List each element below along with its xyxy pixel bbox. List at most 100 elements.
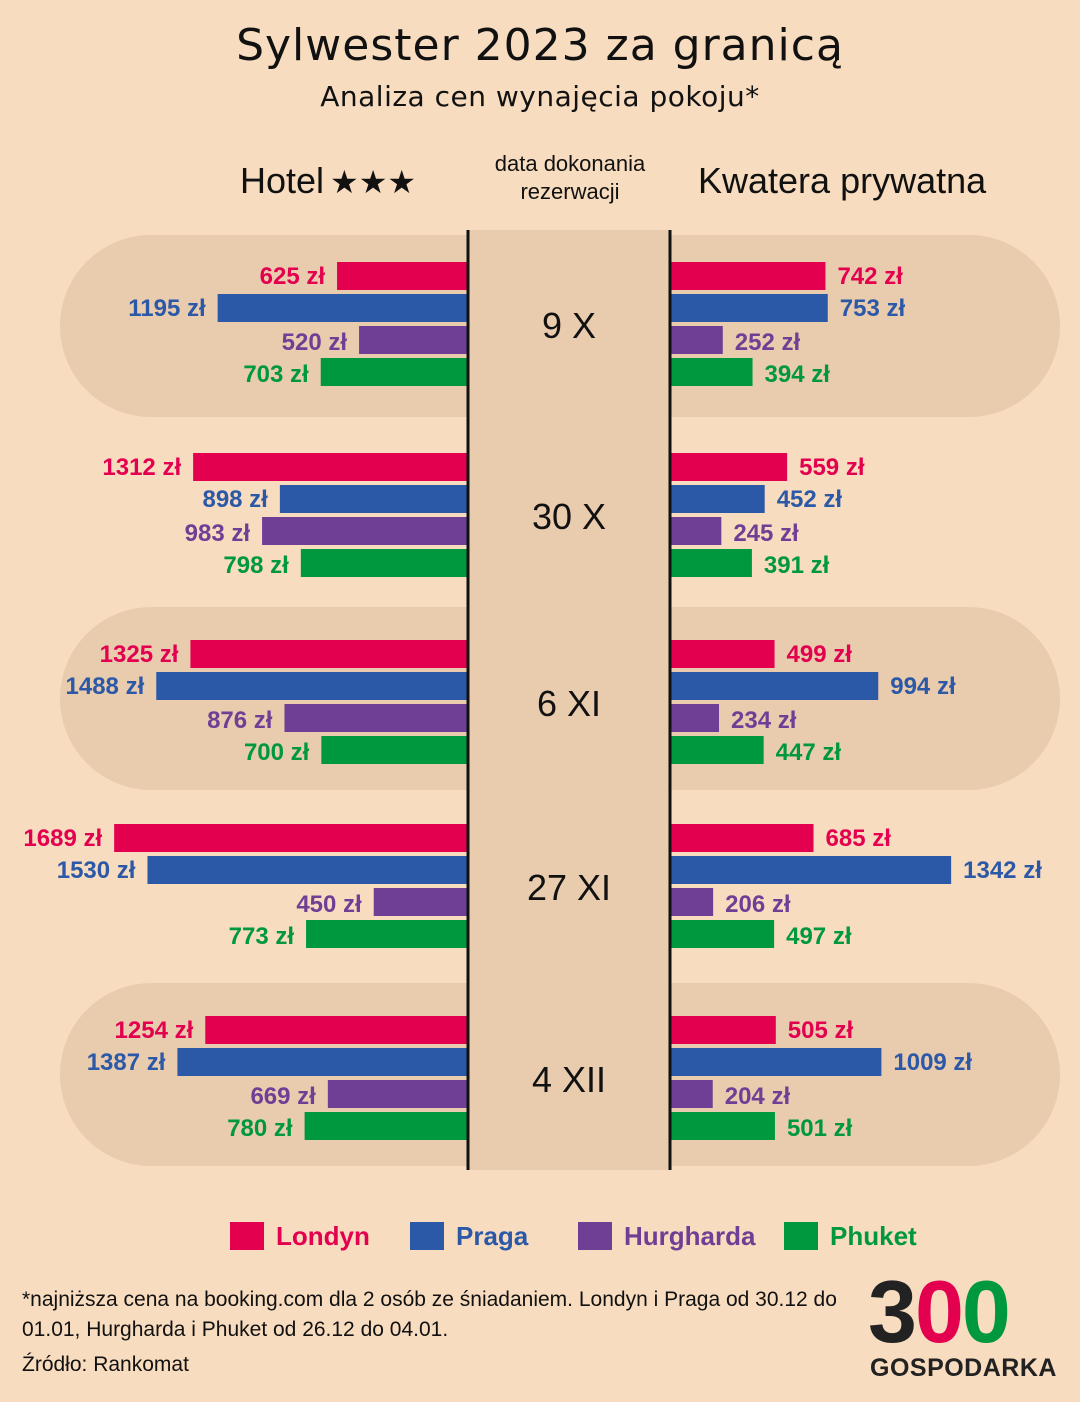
logo-digits: 300 [868,1262,1011,1361]
value-label-hotel-hurgharda-3: 450 zł [296,891,362,918]
value-label-hotel-praga-2: 1488 zł [66,673,145,700]
bar-kwatera-hurgharda-1 [670,517,722,545]
bar-kwatera-phuket-1 [670,549,752,577]
footnote: *najniższa cena na booking.com dla 2 osó… [22,1288,837,1341]
value-label-hotel-londyn-0: 625 zł [260,263,326,290]
value-label-hotel-hurgharda-4: 669 zł [250,1083,316,1110]
bar-kwatera-phuket-2 [670,736,764,764]
bar-hotel-phuket-3 [306,920,468,948]
value-label-hotel-londyn-2: 1325 zł [100,641,179,668]
bar-kwatera-phuket-4 [670,1112,775,1140]
legend: Londyn Praga Hurgharda Phuket [0,1216,1080,1256]
bar-kwatera-praga-4 [670,1048,882,1076]
legend-swatch-phuket [784,1222,818,1250]
value-label-kwatera-praga-3: 1342 zł [963,857,1042,884]
bar-kwatera-praga-2 [670,672,879,700]
bar-kwatera-phuket-0 [670,358,753,386]
bar-kwatera-londyn-4 [670,1016,776,1044]
value-label-kwatera-praga-4: 1009 zł [893,1049,972,1076]
bar-kwatera-praga-3 [670,856,952,884]
hotel-header-label: Hotel [240,160,325,201]
value-label-hotel-londyn-3: 1689 zł [23,825,102,852]
bar-kwatera-londyn-2 [670,640,775,668]
value-label-kwatera-hurgharda-1: 245 zł [733,520,799,547]
bar-kwatera-londyn-3 [670,824,814,852]
bar-hotel-hurgharda-3 [373,888,468,916]
legend-item-hurgharda: Hurgharda [578,1216,755,1256]
value-label-kwatera-phuket-0: 394 zł [765,361,831,388]
value-label-kwatera-londyn-2: 499 zł [787,641,853,668]
value-label-hotel-hurgharda-0: 520 zł [282,329,348,356]
legend-swatch-praga [410,1222,444,1250]
private-column-header: Kwatera prywatna [698,160,987,201]
value-label-hotel-hurgharda-1: 983 zł [185,520,251,547]
value-label-hotel-praga-0: 1195 zł [128,295,206,322]
source-note: Źródło: Rankomat [22,1353,189,1376]
legend-item-phuket: Phuket [784,1216,917,1256]
value-label-kwatera-londyn-1: 559 zł [799,454,865,481]
logo-text: GOSPODARKA [870,1354,1057,1382]
value-label-hotel-phuket-0: 703 zł [243,361,309,388]
legend-label-phuket: Phuket [830,1220,917,1251]
bar-hotel-londyn-3 [114,824,468,852]
bar-kwatera-hurgharda-3 [670,888,714,916]
bar-hotel-praga-0 [217,294,468,322]
value-label-hotel-londyn-1: 1312 zł [102,454,181,481]
date-label-2: 6 XI [537,683,601,724]
value-label-kwatera-phuket-3: 497 zł [786,923,852,950]
legend-label-hurgharda: Hurgharda [624,1220,756,1251]
value-label-hotel-phuket-2: 700 zł [244,739,310,766]
value-label-kwatera-hurgharda-4: 204 zł [725,1083,791,1110]
bar-kwatera-hurgharda-4 [670,1080,713,1108]
bar-hotel-hurgharda-4 [327,1080,468,1108]
bar-kwatera-praga-1 [670,485,765,513]
date-column-band [468,230,670,1170]
value-label-kwatera-hurgharda-0: 252 zł [735,329,801,356]
value-label-hotel-phuket-3: 773 zł [229,923,295,950]
bar-hotel-hurgharda-2 [284,704,468,732]
bar-hotel-praga-1 [279,485,468,513]
value-label-kwatera-praga-0: 753 zł [840,295,906,322]
legend-label-praga: Praga [456,1220,529,1251]
bar-kwatera-londyn-0 [670,262,826,290]
gospodarka-logo: 300 GOSPODARKA [868,1268,1058,1383]
bar-kwatera-phuket-3 [670,920,775,948]
legend-label-londyn: Londyn [276,1220,370,1251]
bar-kwatera-hurgharda-2 [670,704,720,732]
bar-kwatera-londyn-1 [670,453,788,481]
bar-hotel-londyn-4 [205,1016,469,1044]
value-label-kwatera-londyn-4: 505 zł [788,1017,854,1044]
value-label-kwatera-phuket-2: 447 zł [776,739,842,766]
bar-hotel-londyn-0 [337,262,468,290]
bar-hotel-hurgharda-0 [359,326,468,354]
three-stars-icon: ★★★ [330,164,417,200]
chart-title: Sylwester 2023 za granicą [236,20,844,71]
legend-swatch-hurgharda [578,1222,612,1250]
value-label-kwatera-londyn-3: 685 zł [826,825,892,852]
value-label-hotel-phuket-4: 780 zł [227,1115,293,1142]
hotel-column-header: Hotel ★★★ [240,160,416,202]
date-label-3: 27 XI [527,867,611,908]
bar-hotel-phuket-4 [304,1112,468,1140]
value-label-hotel-praga-3: 1530 zł [57,857,136,884]
value-label-hotel-hurgharda-2: 876 zł [207,707,273,734]
date-label-1: 30 X [532,496,606,537]
bar-hotel-phuket-1 [300,549,468,577]
bar-hotel-praga-2 [156,672,468,700]
bar-hotel-phuket-0 [320,358,468,386]
value-label-kwatera-phuket-1: 391 zł [764,552,830,579]
value-label-kwatera-praga-1: 452 zł [777,486,843,513]
legend-swatch-londyn [230,1222,264,1250]
bar-hotel-hurgharda-1 [262,517,468,545]
value-label-kwatera-hurgharda-2: 234 zł [731,707,797,734]
value-label-kwatera-londyn-0: 742 zł [837,263,903,290]
value-label-kwatera-hurgharda-3: 206 zł [725,891,791,918]
value-label-hotel-praga-4: 1387 zł [87,1049,166,1076]
value-label-hotel-praga-1: 898 zł [202,486,268,513]
bar-hotel-londyn-2 [190,640,468,668]
value-label-hotel-londyn-4: 1254 zł [115,1017,194,1044]
date-column-header: data dokonania rezerwacji [494,151,646,204]
date-label-4: 4 XII [532,1059,606,1100]
legend-item-londyn: Londyn [230,1216,370,1256]
